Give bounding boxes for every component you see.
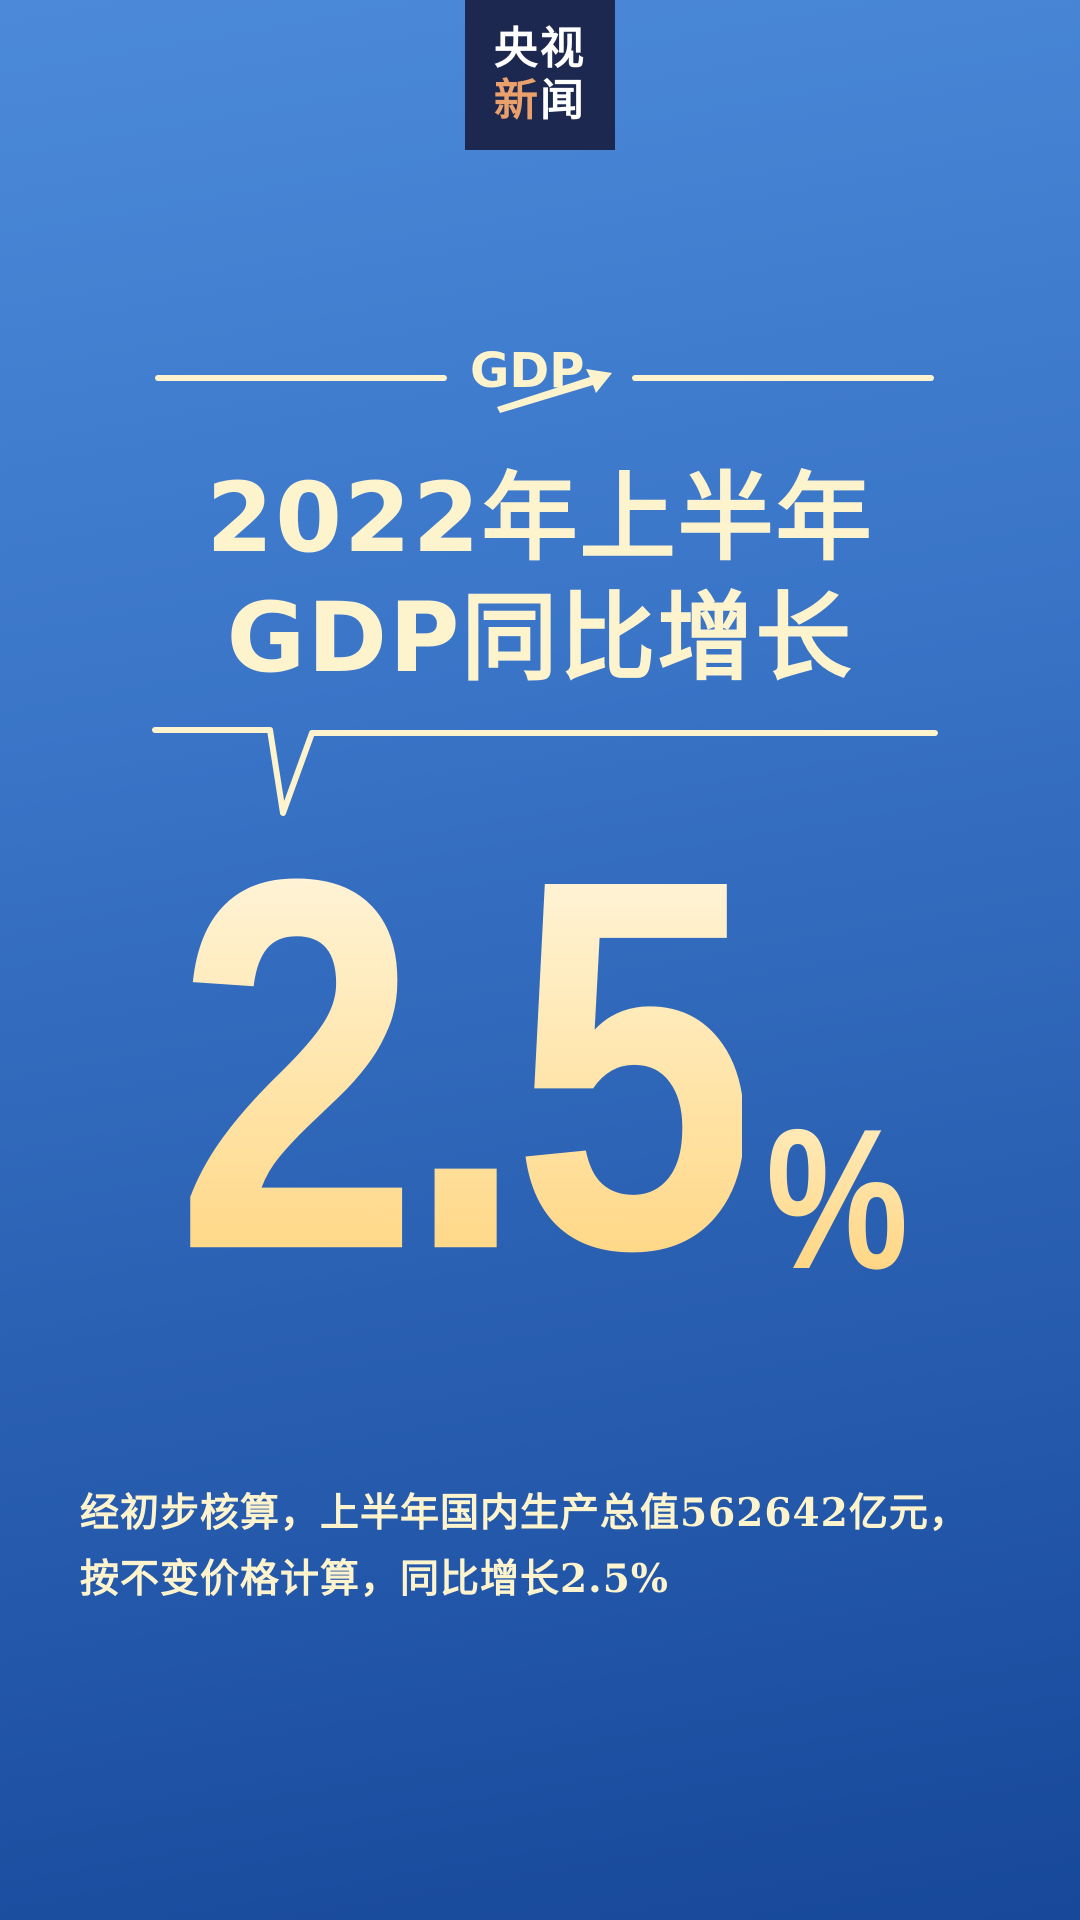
logo-line-2: 新闻 xyxy=(494,75,586,127)
headline-value: 2.5 xyxy=(175,770,757,1360)
title-line-1: 2022年上半年 xyxy=(206,462,874,574)
description-line-2: 按不变价格计算，同比增长2.5% xyxy=(80,1556,669,1602)
headline-unit: % xyxy=(765,1088,908,1311)
divider-left xyxy=(155,375,447,381)
description-line-1: 经初步核算，上半年国内生产总值562642亿元， xyxy=(80,1490,969,1536)
logo-char: 新 xyxy=(494,75,540,126)
speech-bubble-divider xyxy=(152,727,938,816)
headline: 2.5 % xyxy=(175,801,944,1330)
title-line-2: GDP同比增长 xyxy=(226,582,854,694)
divider-right xyxy=(632,375,934,381)
logo-char: 闻 xyxy=(540,75,586,126)
logo-line-1: 央视 xyxy=(494,23,586,74)
description: 经初步核算，上半年国内生产总值562642亿元， 按不变价格计算，同比增长2.5… xyxy=(80,1480,969,1612)
gdp-growth-icon: GDP xyxy=(470,343,612,413)
arrow-up-right-icon xyxy=(497,369,612,413)
cctv-news-logo: 央视 新闻 xyxy=(465,0,615,150)
